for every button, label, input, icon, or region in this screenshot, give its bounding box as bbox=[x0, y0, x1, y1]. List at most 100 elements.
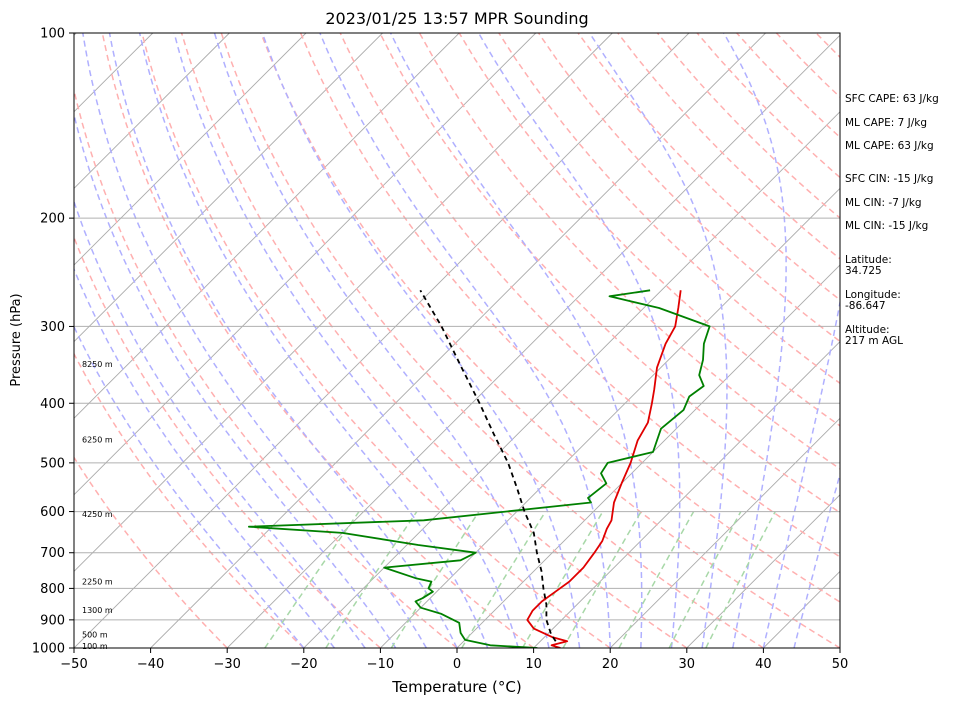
height-label: 100 m bbox=[82, 642, 108, 651]
moist-adiabat-line bbox=[173, 33, 520, 648]
moist-adiabat-line bbox=[588, 33, 728, 648]
dry-adiabat-line bbox=[101, 33, 535, 648]
ml-cin-text-2: ML CIN: -15 J/kg bbox=[845, 220, 929, 232]
y-axis-label: Pressure (hPa) bbox=[9, 293, 24, 386]
y-tick-label: 800 bbox=[40, 582, 65, 597]
y-tick-label: 600 bbox=[40, 505, 65, 520]
dry-adiabat-line bbox=[260, 33, 840, 648]
isotherm-line bbox=[74, 33, 690, 648]
moist-adiabat-line bbox=[389, 33, 643, 648]
height-labels: 100 m 500 m 1300 m 2250 m 4250 m 6250 m 8250 m bbox=[82, 360, 113, 651]
moist-adiabat-line bbox=[793, 471, 840, 648]
ml-cape-text: ML CAPE: 7 J/kg bbox=[845, 117, 928, 129]
sfc-cape-text: SFC CAPE: 63 J/kg bbox=[845, 93, 939, 105]
moist-adiabat-line bbox=[319, 33, 611, 648]
moist-adiabat-line bbox=[82, 33, 428, 648]
isotherm-line bbox=[609, 417, 840, 648]
dry-adiabat-line bbox=[577, 33, 840, 301]
pressure-gridlines bbox=[74, 217, 840, 621]
x-tick-label: −30 bbox=[213, 657, 240, 672]
x-tick-label: −20 bbox=[290, 657, 317, 672]
dry-adiabat-line bbox=[379, 33, 840, 514]
y-tick-label: 1000 bbox=[32, 642, 65, 657]
height-label: 2250 m bbox=[82, 578, 113, 587]
isotherm-line bbox=[74, 33, 613, 573]
sounding-traces bbox=[247, 289, 711, 648]
mixing-ratio-line bbox=[390, 511, 480, 648]
height-label: 4250 m bbox=[82, 510, 113, 519]
dewpoint-line bbox=[247, 289, 711, 648]
moist-adiabat-line bbox=[138, 33, 489, 648]
parcel-line bbox=[419, 289, 557, 642]
isotherm-line bbox=[380, 187, 840, 648]
isotherm-line bbox=[226, 34, 840, 648]
mixing-ratio-line bbox=[562, 511, 642, 648]
x-axis: −50 −40 −30 −20 −10 0 10 20 30 40 50 bbox=[60, 648, 848, 672]
isotherm-line bbox=[74, 33, 307, 266]
isotherm-line bbox=[533, 340, 840, 648]
x-tick-label: −10 bbox=[367, 657, 394, 672]
moist-adiabat-line bbox=[723, 33, 787, 648]
dry-adiabat-line bbox=[74, 352, 305, 648]
y-tick-label: 900 bbox=[40, 613, 65, 628]
chart-title: 2023/01/25 13:57 MPR Sounding bbox=[325, 9, 588, 28]
isotherm-line bbox=[74, 33, 383, 343]
altitude-value: 217 m AGL bbox=[845, 335, 903, 347]
isotherm-line bbox=[303, 111, 840, 648]
dry-adiabat-line bbox=[74, 87, 458, 648]
ml-cape-text-2: ML CAPE: 63 J/kg bbox=[845, 140, 934, 152]
dry-adiabat-line bbox=[299, 33, 840, 603]
ml-cin-text: ML CIN: -7 J/kg bbox=[845, 197, 922, 209]
y-tick-label: 100 bbox=[40, 27, 65, 42]
height-label: 1300 m bbox=[82, 606, 113, 615]
moist-adiabat-line bbox=[108, 33, 458, 648]
y-tick-label: 500 bbox=[40, 456, 65, 471]
latitude-label: Latitude: bbox=[845, 254, 892, 266]
x-tick-label: 40 bbox=[755, 657, 772, 672]
isotherm-line bbox=[150, 33, 766, 648]
height-label: 8250 m bbox=[82, 360, 113, 369]
plot-frame bbox=[73, 32, 841, 649]
dry-adiabat-line bbox=[180, 33, 688, 648]
moist-adiabat-line bbox=[762, 298, 840, 648]
moist-adiabat-line bbox=[74, 111, 397, 648]
longitude-label: Longitude: bbox=[845, 289, 901, 301]
y-tick-label: 700 bbox=[40, 546, 65, 561]
x-tick-label: 20 bbox=[602, 657, 619, 672]
mixing-ratio-line bbox=[521, 511, 604, 648]
isotherm-line bbox=[686, 494, 840, 648]
dry-adiabat-line bbox=[537, 33, 840, 343]
x-tick-label: 30 bbox=[679, 657, 696, 672]
altitude-label: Altitude: bbox=[845, 324, 890, 336]
mixing-ratio-line bbox=[668, 511, 742, 648]
x-tick-label: 10 bbox=[525, 657, 542, 672]
mixing-ratio-line bbox=[618, 511, 695, 648]
latitude-value: 34.725 bbox=[845, 265, 882, 277]
y-tick-label: 300 bbox=[40, 320, 65, 335]
x-tick-label: 0 bbox=[453, 657, 461, 672]
y-tick-label: 200 bbox=[40, 212, 65, 227]
y-tick-label: 400 bbox=[40, 397, 65, 412]
sfc-cin-text: SFC CIN: -15 J/kg bbox=[845, 173, 934, 185]
mixing-ratio-line bbox=[705, 511, 776, 648]
x-tick-label: −40 bbox=[137, 657, 164, 672]
longitude-value: -86.647 bbox=[845, 300, 886, 312]
moist-adiabat-line bbox=[74, 199, 366, 648]
background-lines bbox=[74, 33, 840, 648]
isotherm-line bbox=[74, 33, 460, 419]
moist-adiabat-line bbox=[477, 33, 681, 648]
y-axis: 100 200 300 400 500 600 700 800 900 1000 bbox=[32, 27, 74, 657]
isotherm-line bbox=[74, 33, 537, 496]
height-label: 6250 m bbox=[82, 435, 113, 444]
height-label: 500 m bbox=[82, 630, 108, 639]
x-tick-label: −50 bbox=[60, 657, 87, 672]
dry-adiabat-line bbox=[220, 33, 764, 648]
x-axis-label: Temperature (°C) bbox=[391, 678, 521, 696]
temperature-line bbox=[526, 290, 682, 648]
isotherm-line bbox=[74, 33, 230, 190]
mixing-ratio-line bbox=[461, 511, 547, 648]
dry-adiabat-line bbox=[74, 456, 228, 648]
dry-adiabat-line bbox=[141, 33, 611, 648]
x-tick-label: 50 bbox=[832, 657, 849, 672]
